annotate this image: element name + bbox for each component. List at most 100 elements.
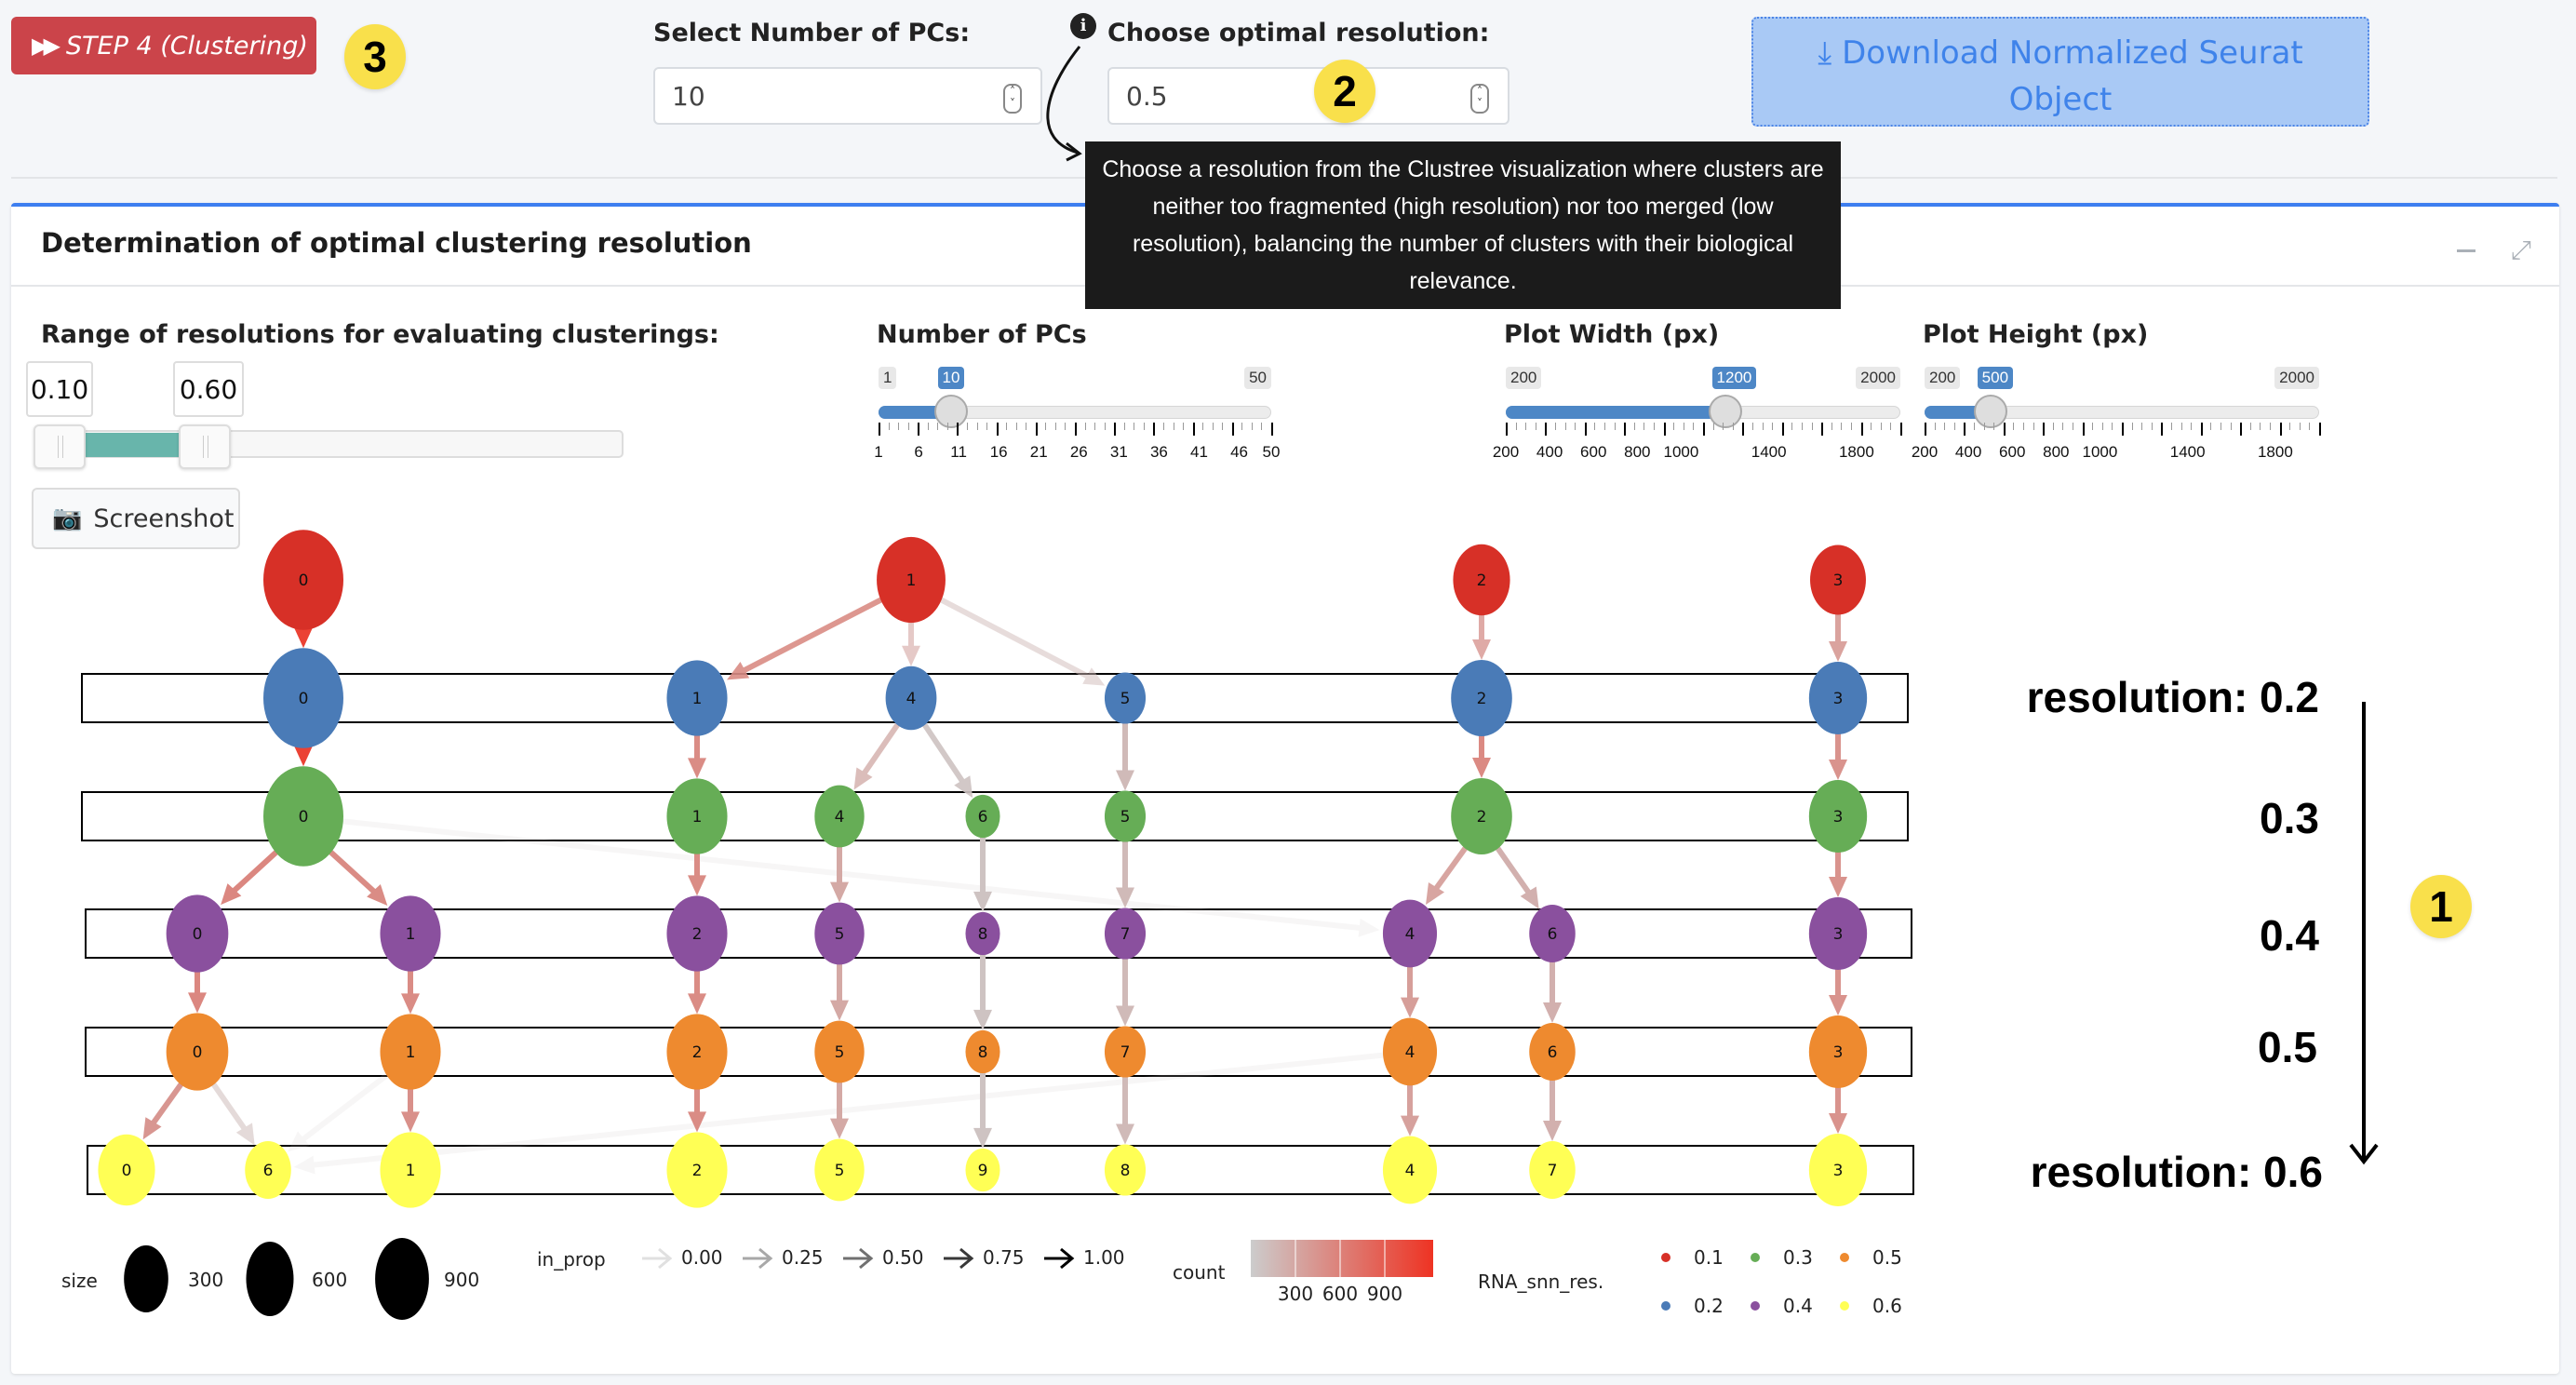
slider-tick-label: 46 [1230,443,1249,461]
resolution-label-0-4: 0.4 [2260,911,2319,960]
slider-tick [966,423,968,430]
cluster-node-0-5-6: 6 [1529,1023,1576,1081]
resolution-number-input[interactable]: 0.5 ˄ ˅ [1107,67,1509,125]
slider-handle[interactable] [1973,395,2007,428]
cluster-node-0-5-7: 7 [1104,1026,1147,1078]
slider-tick [2112,423,2113,430]
cluster-node-0-6-0: 0 [98,1134,155,1206]
slider-tick [2003,423,2006,436]
expand-icon[interactable]: ⤢ [2510,235,2531,265]
slider-tick [2200,423,2203,436]
edge-c2-d4 [1426,845,1469,906]
range-handle-max[interactable] [179,424,231,469]
slider-tick [1555,423,1556,430]
svg-text:8: 8 [978,1043,988,1062]
legend-resolution-value: 0.5 [1872,1246,1902,1269]
cluster-node-0-3-1: 1 [666,778,728,854]
slider-tick-label: 600 [1999,443,2026,461]
info-circle-icon[interactable]: i [1070,13,1096,39]
pcs-spinner-icon[interactable]: ˄ ˅ [1003,84,1022,114]
edge-d2-e2 [688,970,706,1015]
slider-tick [1871,423,1872,430]
slider-tick [1114,423,1117,436]
svg-text:7: 7 [1120,925,1131,944]
slider-tick [946,423,948,430]
cluster-node-0-5-2: 2 [666,1014,728,1090]
edge-d1-e1 [401,970,420,1015]
legend-resolution-dot [1840,1253,1849,1262]
svg-text:3: 3 [1833,1043,1844,1062]
legend-resolution-title: RNA_snn_res. [1478,1271,1603,1293]
screenshot-button[interactable]: 📷 Screenshot [32,488,240,549]
cluster-node-0-2-2: 2 [1451,659,1512,737]
legend-resolution-value: 0.1 [1694,1246,1724,1269]
cluster-node-0-2-1: 1 [666,660,728,736]
minimize-icon[interactable] [2457,249,2475,252]
slider-tick-label: 50 [1262,443,1281,461]
edge-a3-b3 [1829,612,1847,663]
slider-max-label: 2000 [1856,367,1900,389]
slider-tick [2082,423,2085,436]
edge-b4-c6 [921,722,973,799]
slider-tick [1515,423,1517,430]
slider-tick [1953,423,1955,430]
legend-size-value: 900 [444,1269,479,1291]
slider-tick [976,423,978,430]
download-normalized-seurat-button[interactable]: ⤓ Download Normalized Seurat Object [1751,17,2369,127]
slider-tick [1944,423,1946,430]
resolution-label-0-6: resolution: 0.6 [2030,1148,2323,1196]
edge-d4-e4 [1401,965,1419,1018]
slider-tick [2171,423,2172,430]
slider-tick [1974,423,1975,430]
slider-tick [2220,423,2221,430]
svg-text:1: 1 [406,1162,416,1180]
resolution-spinner-icon[interactable]: ˄ ˅ [1470,84,1489,114]
edge-b4-c4 [853,722,901,790]
slider-tick [1045,423,1047,430]
slider-tick [1791,423,1793,430]
slider-tick [1506,423,1508,436]
slider-tick [1143,423,1145,430]
legend-size-value: 300 [188,1269,223,1291]
edge-b0-c0 [294,746,313,767]
svg-text:4: 4 [835,808,845,827]
slider-tick [2151,423,2153,430]
slider-tick [1545,423,1548,436]
legend-count-value: 600 [1322,1283,1358,1305]
legend-count-value: 300 [1278,1283,1313,1305]
step-4-clustering-button[interactable]: ▶▶ STEP 4 (Clustering) [11,17,316,74]
slider-tick [1890,423,1892,430]
edge-d5-e5 [830,963,849,1021]
width-slider-label: Plot Width (px) [1504,320,1720,349]
cluster-node-0-3-6: 6 [965,794,1000,839]
slider-tick [1983,423,1985,430]
edge-b5-c5 [1116,722,1134,791]
slider-tick [1153,423,1156,436]
slider-tick [1564,423,1566,430]
legend-resolution-dot [1751,1253,1760,1262]
edge-e3-f3 [1829,1086,1847,1135]
cluster-node-0-6-6: 6 [245,1141,291,1199]
legend-in-prop-title: in_prop [537,1248,606,1271]
slider-tick [1094,423,1096,430]
resolution-input-value: 0.5 [1126,80,1168,112]
cluster-node-0-1-2: 2 [1453,544,1510,616]
slider-tick [2023,423,2024,430]
cluster-node-0-5-0: 0 [166,1013,229,1091]
range-handle-min[interactable] [34,424,86,469]
slider-tick [1251,423,1253,430]
cluster-node-0-6-1: 1 [380,1132,441,1208]
slider-tick [2033,423,2034,430]
legend-in-prop-arrow-icon [1044,1247,1075,1270]
slider-tick-label: 26 [1069,443,1088,461]
pcs-number-input[interactable]: 10 ˄ ˅ [653,67,1042,125]
legend-in-prop-value: 0.25 [782,1246,824,1269]
slider-tick [1006,423,1008,430]
slider-tick [937,423,939,430]
slider-tick [1752,423,1753,430]
slider-tick [2013,423,2015,430]
slider-tick [2279,423,2282,436]
slider-handle[interactable] [933,395,968,428]
cluster-node-0-3-5: 5 [1104,790,1147,842]
height-slider-label: Plot Height (px) [1923,320,2149,349]
